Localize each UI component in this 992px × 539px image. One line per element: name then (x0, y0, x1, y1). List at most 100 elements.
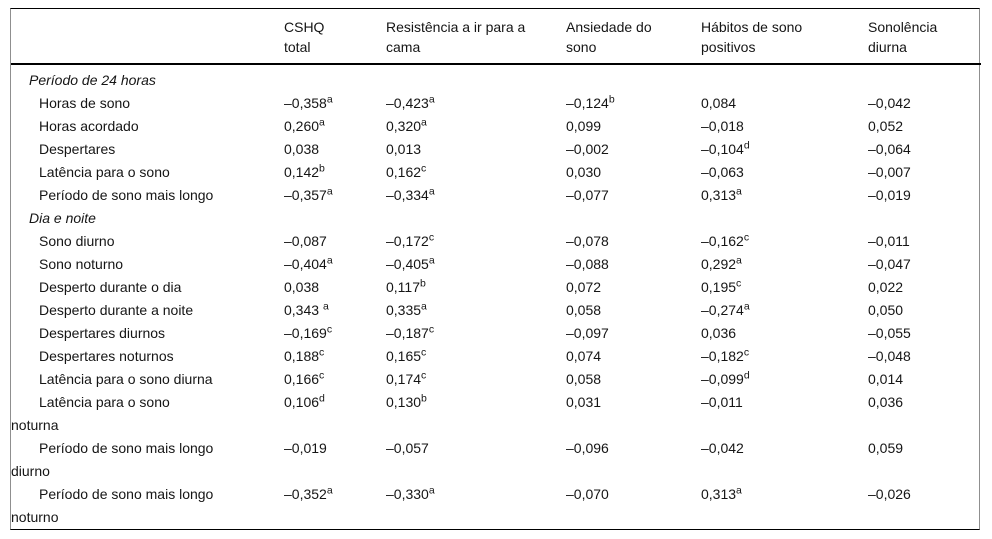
significance-superscript: a (421, 116, 427, 129)
correlation-value: 0,036 (701, 325, 737, 341)
correlation-value: –0,011 (701, 394, 743, 410)
significance-superscript: a (319, 116, 325, 129)
row-label-text: Latência para o sono diurna (39, 371, 213, 387)
value-cell: 0,014 (868, 368, 981, 391)
value-cell: 0,313a (701, 483, 868, 529)
value-cell: 0,142b (284, 161, 386, 184)
row-label: Horas de sono (11, 92, 284, 115)
value-cell: 0,106d (284, 391, 386, 437)
value-cell: 0,335a (386, 299, 566, 322)
value-cell: 0,050 (868, 299, 981, 322)
row-label-wrap: noturna (11, 417, 59, 433)
correlation-value: 0,038 (284, 279, 320, 295)
correlation-value: 0,117 (386, 279, 420, 295)
value-cell: –0,334a (386, 184, 566, 207)
significance-superscript: a (736, 185, 742, 198)
value-cell: –0,097 (566, 322, 701, 345)
correlation-value: 0,099 (566, 118, 602, 134)
value-cell: –0,096 (566, 437, 701, 483)
row-label-text: Período de sono mais longo (39, 187, 214, 203)
value-cell: –0,055 (868, 322, 981, 345)
correlation-table-frame: CSHQ total Resistência a ir para a cama Ansi… (10, 8, 981, 530)
correlation-value: –0,357 (284, 187, 327, 203)
correlation-value: 0,260 (284, 118, 320, 134)
significance-superscript: a (428, 254, 435, 267)
column-header-line: total (284, 39, 311, 55)
correlation-value: –0,026 (868, 486, 911, 502)
row-label-text: Latência para o sono (39, 394, 170, 410)
significance-superscript: a (326, 484, 333, 497)
row-label: Desperto durante o dia (11, 276, 284, 299)
correlation-value: –0,088 (566, 256, 609, 272)
correlation-value: 0,074 (566, 348, 602, 364)
correlation-value: 0,058 (566, 302, 602, 318)
correlation-value: 0,038 (284, 141, 320, 157)
correlation-value: 0,050 (868, 302, 904, 318)
correlation-value: –0,096 (566, 440, 609, 456)
value-cell: 0,058 (566, 299, 701, 322)
value-cell: 0,059 (868, 437, 981, 483)
significance-superscript: a (326, 93, 333, 106)
value-cell: 0,117b (386, 276, 566, 299)
correlation-value: –0,042 (868, 95, 911, 111)
value-cell: –0,042 (868, 92, 981, 115)
correlation-value: 0,013 (386, 141, 422, 157)
value-cell (284, 207, 386, 230)
row-label: Latência para o sono noturna (11, 391, 284, 437)
correlation-value: –0,405 (386, 256, 429, 272)
significance-superscript: c (428, 231, 435, 244)
value-cell: 0,074 (566, 345, 701, 368)
value-cell: –0,011 (701, 391, 868, 437)
significance-superscript: a (322, 300, 329, 313)
row-label-wrap: noturno (11, 509, 59, 525)
value-cell: –0,063 (701, 161, 868, 184)
significance-superscript: c (326, 323, 333, 336)
correlation-value: 0,072 (566, 279, 602, 295)
value-cell: –0,064 (868, 138, 981, 161)
correlation-value: –0,187 (386, 325, 429, 341)
significance-superscript: c (428, 323, 435, 336)
correlation-value: 0,014 (868, 371, 904, 387)
significance-superscript: c (743, 231, 750, 244)
correlation-value: –0,352 (284, 486, 327, 502)
correlation-value: –0,011 (868, 233, 910, 249)
correlation-value: 0,106 (284, 394, 320, 410)
significance-superscript: a (326, 185, 333, 198)
value-cell: 0,166c (284, 368, 386, 391)
value-cell: –0,042 (701, 437, 868, 483)
table-row: Latência para o sono diurna 0,166c 0,174c 0… (11, 368, 981, 391)
correlation-table: CSHQ total Resistência a ir para a cama Ansi… (11, 9, 981, 529)
value-cell: 0,165c (386, 345, 566, 368)
correlation-value: –0,423 (386, 95, 429, 111)
significance-superscript: b (421, 392, 427, 405)
significance-superscript: a (736, 254, 742, 267)
value-cell (701, 64, 868, 92)
significance-superscript: a (428, 484, 435, 497)
value-cell: 0,130b (386, 391, 566, 437)
row-label-text: Dia e noite (29, 210, 96, 226)
value-cell: 0,031 (566, 391, 701, 437)
row-label-text: Despertares noturnos (39, 348, 174, 364)
value-cell: 0,036 (868, 391, 981, 437)
row-label: Despertares (11, 138, 284, 161)
correlation-value: 0,162 (386, 164, 422, 180)
value-cell: 0,058 (566, 368, 701, 391)
value-cell: –0,088 (566, 253, 701, 276)
value-cell: –0,070 (566, 483, 701, 529)
significance-superscript: a (428, 185, 435, 198)
value-cell: 0,195c (701, 276, 868, 299)
significance-superscript: a (743, 300, 750, 313)
value-cell: –0,357a (284, 184, 386, 207)
row-label: Período de sono mais longo diurno (11, 437, 284, 483)
row-label: Sono noturno (11, 253, 284, 276)
row-label-text: Horas de sono (39, 95, 131, 111)
value-cell (566, 207, 701, 230)
correlation-value: –0,169 (284, 325, 327, 341)
row-label-text: Horas acordado (39, 118, 139, 134)
significance-superscript: c (421, 369, 427, 382)
value-cell: –0,169c (284, 322, 386, 345)
table-row: Período de sono mais longo noturno –0,352a… (11, 483, 981, 529)
value-cell: –0,011 (868, 230, 981, 253)
column-header: Ansiedade do sono (566, 9, 701, 65)
correlation-value: 0,031 (566, 394, 602, 410)
